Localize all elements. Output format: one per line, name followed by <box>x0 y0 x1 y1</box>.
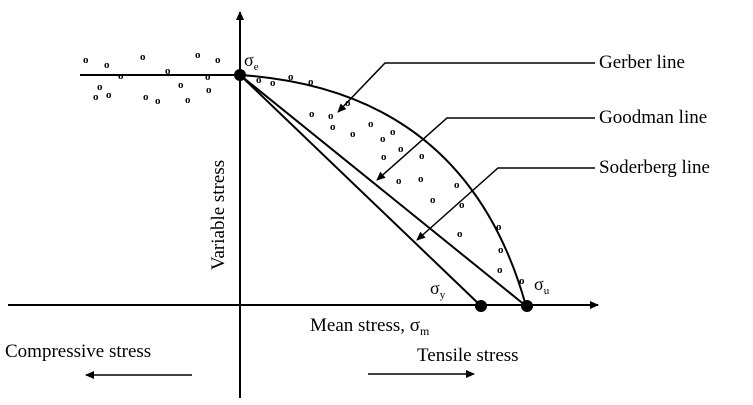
data-marker: o <box>97 81 103 93</box>
soderberg-line <box>239 74 482 307</box>
data-marker: o <box>215 54 221 66</box>
sigma-y-label: σy <box>430 278 446 301</box>
data-marker: o <box>350 128 356 140</box>
x-axis-label: Mean stress, σm <box>310 315 430 338</box>
data-marker: o <box>256 74 262 86</box>
data-marker: o <box>390 126 396 138</box>
compressive-stress-label: Compressive stress <box>5 341 151 362</box>
data-marker: o <box>496 221 502 233</box>
data-marker: o <box>498 244 504 256</box>
gerber-curve <box>239 74 527 307</box>
data-marker: o <box>93 91 99 103</box>
data-marker: o <box>381 151 387 163</box>
point-sigma-e <box>234 69 246 81</box>
data-marker: o <box>143 91 149 103</box>
goodman-leader <box>376 117 595 181</box>
point-sigma-u <box>521 300 533 312</box>
data-marker: o <box>380 133 386 145</box>
data-marker: o <box>195 49 201 61</box>
data-marker: o <box>270 77 276 89</box>
data-marker: o <box>398 143 404 155</box>
data-marker: o <box>419 150 425 162</box>
data-marker: o <box>454 179 460 191</box>
data-marker: o <box>118 70 124 82</box>
data-marker: o <box>328 110 334 122</box>
goodman-line <box>239 74 527 307</box>
data-marker: o <box>345 97 351 109</box>
sigma-u-label: σu <box>534 274 550 297</box>
data-marker: o <box>497 264 503 276</box>
data-marker: o <box>396 175 402 187</box>
goodman-label: Goodman line <box>599 107 707 128</box>
data-marker: o <box>206 84 212 96</box>
soderberg-label: Soderberg line <box>599 157 710 178</box>
data-marker: o <box>309 108 315 120</box>
data-marker: o <box>140 51 146 63</box>
data-marker: o <box>459 199 465 211</box>
data-marker: o <box>178 79 184 91</box>
y-axis-label: Variable stress <box>208 160 229 270</box>
data-marker: o <box>519 275 525 287</box>
data-marker: o <box>418 173 424 185</box>
data-marker: o <box>288 71 294 83</box>
data-marker: o <box>330 121 336 133</box>
soderberg-leader <box>416 167 595 241</box>
data-marker: o <box>104 59 110 71</box>
tensile-stress-label: Tensile stress <box>417 345 519 366</box>
sigma-e-label: σe <box>244 50 259 73</box>
data-marker: o <box>165 65 171 77</box>
gerber-label: Gerber line <box>599 52 685 73</box>
data-marker: o <box>308 76 314 88</box>
data-marker: o <box>155 95 161 107</box>
data-markers: o o o o o o o o o o o o o o o o o o o o … <box>83 49 525 287</box>
data-marker: o <box>430 194 436 206</box>
data-marker: o <box>83 54 89 66</box>
data-marker: o <box>457 228 463 240</box>
data-marker: o <box>106 89 112 101</box>
data-marker: o <box>368 118 374 130</box>
gerber-leader <box>337 62 595 113</box>
data-marker: o <box>185 94 191 106</box>
point-sigma-y <box>475 300 487 312</box>
data-marker: o <box>205 71 211 83</box>
